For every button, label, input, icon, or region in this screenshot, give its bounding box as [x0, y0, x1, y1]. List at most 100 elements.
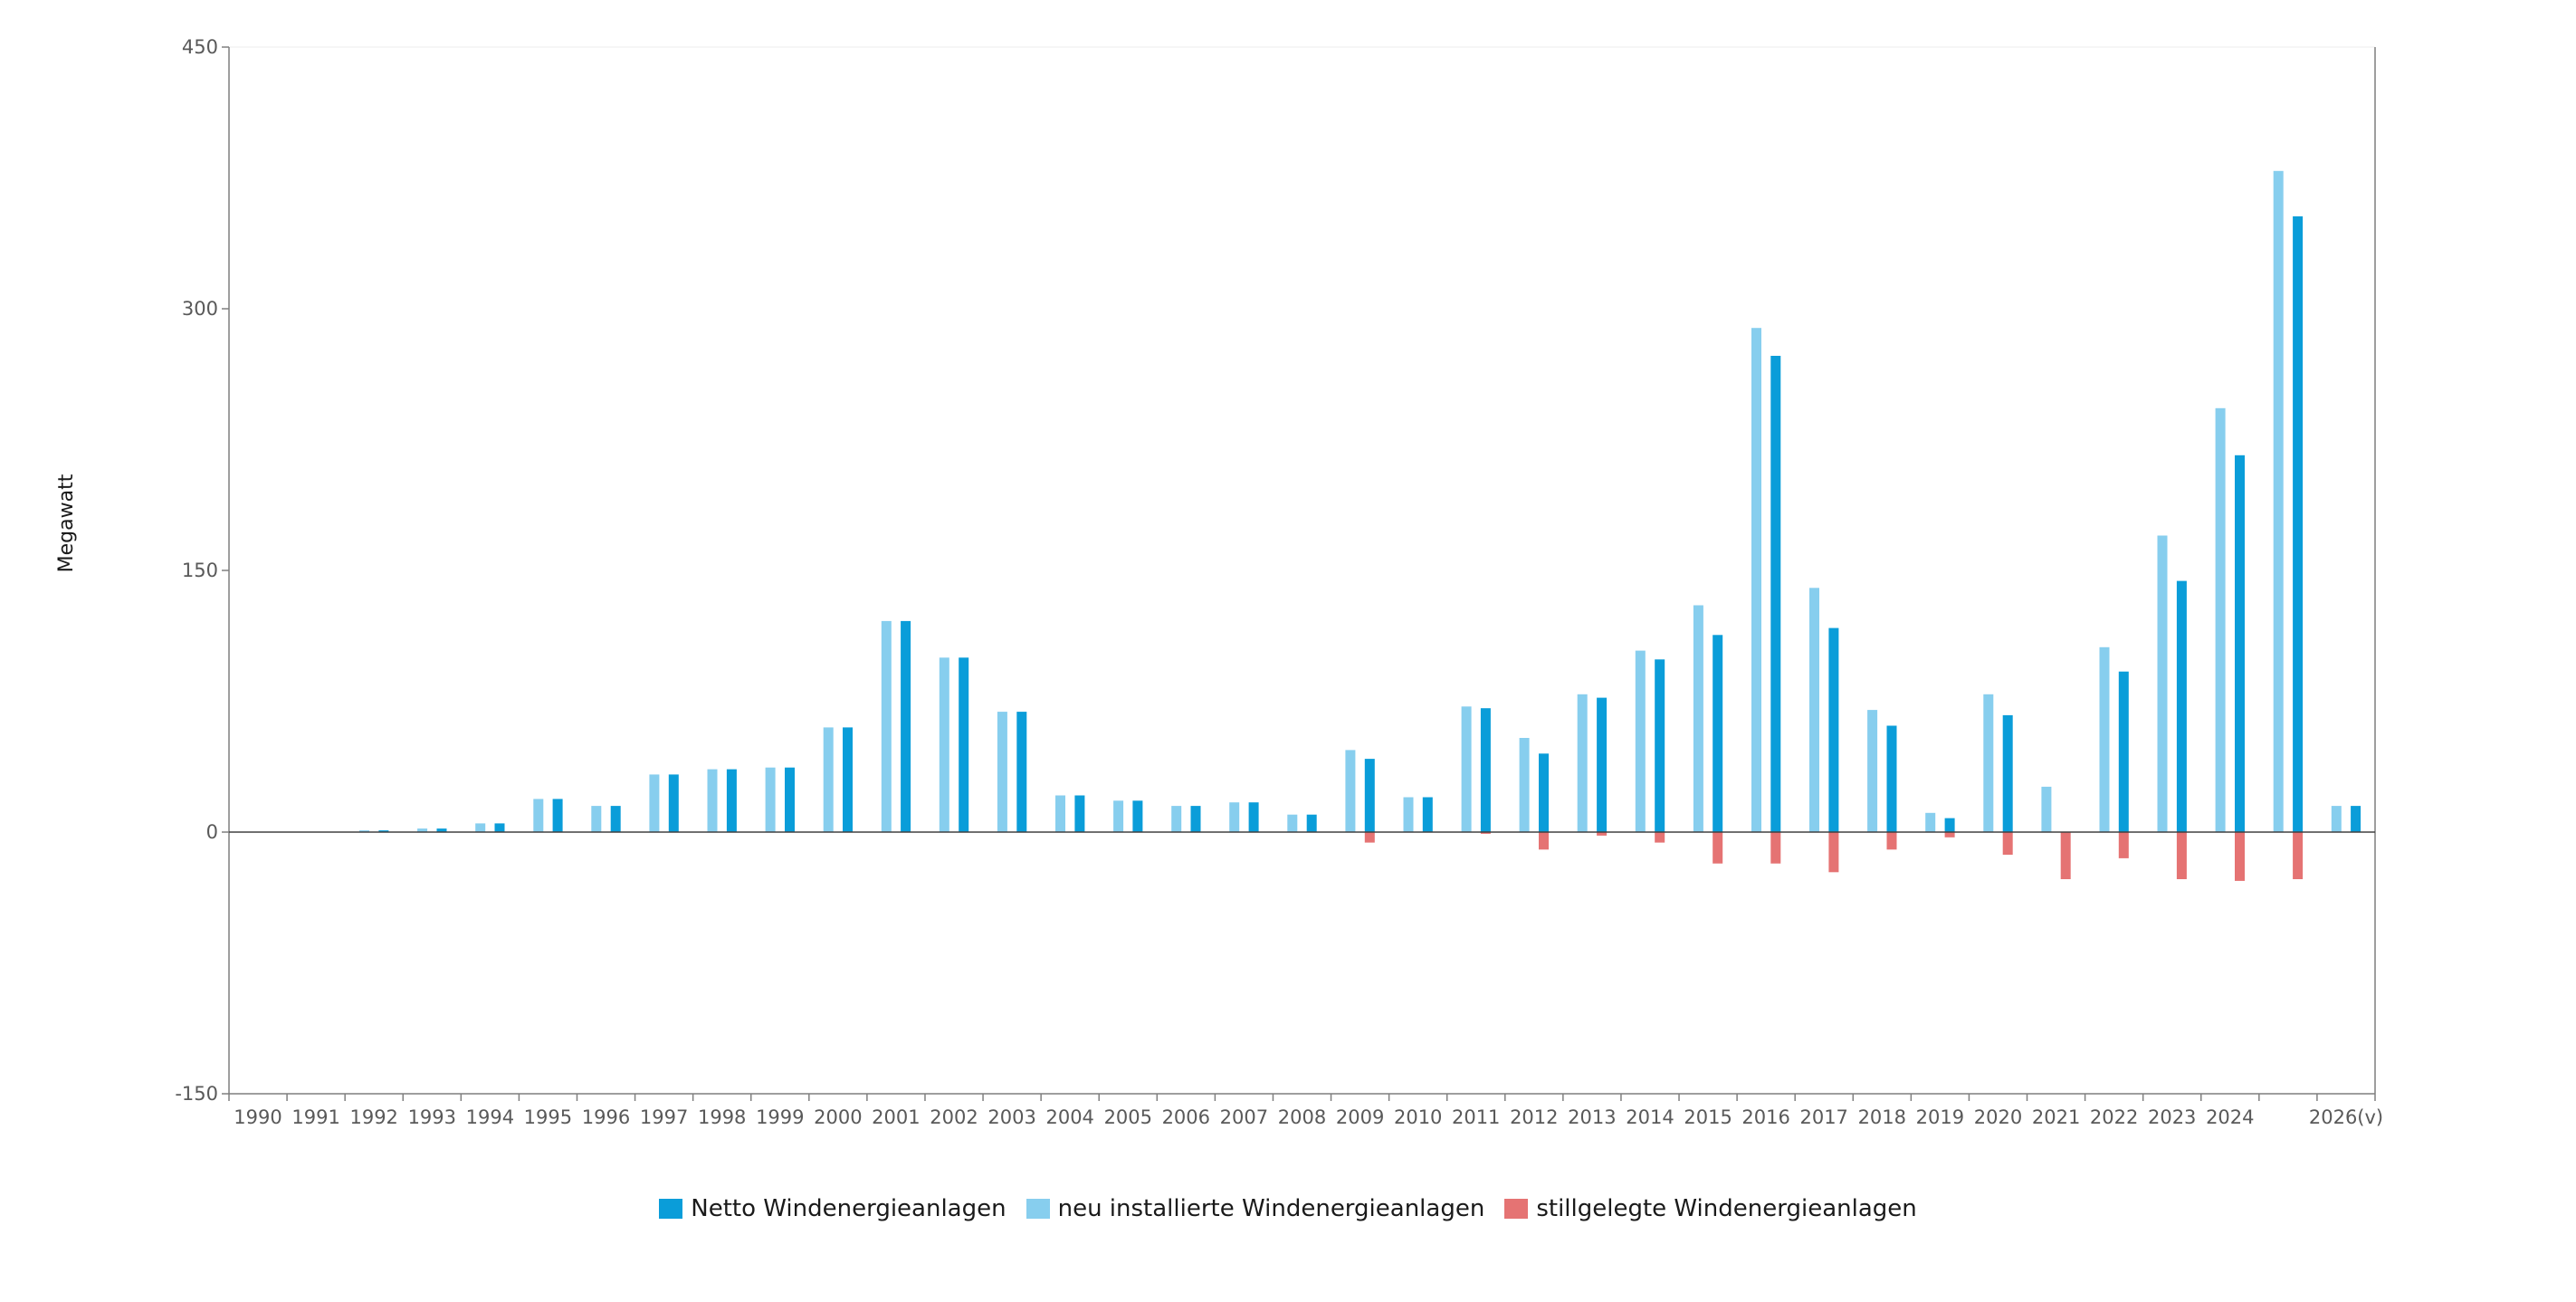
bar-neu-11[interactable] [881, 620, 892, 832]
bar-netto-27[interactable] [1828, 627, 1839, 832]
bar-stillgelegt-31[interactable] [2060, 832, 2071, 879]
bar-netto-9[interactable] [785, 767, 795, 832]
bar-neu-35[interactable] [2273, 170, 2284, 833]
bar-netto-36[interactable] [2351, 806, 2361, 832]
bar-netto-22[interactable] [1539, 753, 1549, 832]
bar-neu-23[interactable] [1577, 694, 1588, 832]
bar-neu-21[interactable] [1461, 706, 1472, 832]
x-tick-label: 1995 [524, 1106, 572, 1128]
bar-stillgelegt-30[interactable] [2002, 832, 2013, 855]
bar-neu-24[interactable] [1635, 650, 1646, 832]
bar-netto-17[interactable] [1248, 802, 1259, 832]
bar-netto-32[interactable] [2118, 671, 2129, 832]
bar-neu-32[interactable] [2099, 646, 2110, 832]
bar-netto-19[interactable] [1364, 759, 1375, 832]
legend-swatch-netto [659, 1199, 683, 1219]
bar-netto-33[interactable] [2176, 580, 2187, 832]
bar-netto-3[interactable] [436, 828, 447, 832]
legend-label-stillgelegt: stillgelegte Windenergieanlagen [1536, 1195, 1917, 1222]
bar-neu-9[interactable] [765, 767, 776, 832]
bar-stillgelegt-33[interactable] [2176, 832, 2187, 879]
bar-stillgelegt-27[interactable] [1828, 832, 1839, 873]
bar-netto-6[interactable] [610, 806, 621, 832]
bar-netto-24[interactable] [1655, 659, 1665, 832]
bar-netto-35[interactable] [2293, 215, 2304, 832]
bar-stillgelegt-23[interactable] [1597, 832, 1608, 836]
bar-stillgelegt-26[interactable] [1770, 832, 1781, 864]
bar-neu-15[interactable] [1113, 800, 1124, 832]
bar-neu-34[interactable] [2215, 407, 2226, 832]
bar-netto-26[interactable] [1770, 356, 1781, 832]
bar-netto-7[interactable] [668, 774, 679, 832]
bar-neu-28[interactable] [1867, 710, 1878, 832]
legend-item-stillgelegt[interactable]: stillgelegte Windenergieanlagen [1504, 1195, 1917, 1222]
bar-netto-15[interactable] [1132, 800, 1143, 832]
bar-neu-26[interactable] [1751, 328, 1761, 832]
bar-stillgelegt-29[interactable] [1944, 832, 1955, 838]
bar-netto-23[interactable] [1597, 697, 1608, 832]
bar-stillgelegt-24[interactable] [1655, 832, 1665, 843]
bar-neu-18[interactable] [1287, 814, 1298, 832]
bar-neu-29[interactable] [1925, 812, 1936, 832]
bar-netto-10[interactable] [843, 727, 853, 832]
bar-netto-30[interactable] [2002, 714, 2013, 832]
bar-neu-25[interactable] [1693, 605, 1703, 833]
bars [359, 170, 2361, 881]
x-tick-label: 2024 [2206, 1106, 2254, 1128]
bar-stillgelegt-25[interactable] [1713, 832, 1723, 864]
bar-netto-11[interactable] [901, 620, 911, 832]
bar-neu-16[interactable] [1171, 806, 1182, 832]
bar-neu-20[interactable] [1403, 797, 1414, 833]
bar-stillgelegt-35[interactable] [2293, 832, 2304, 879]
bar-stillgelegt-28[interactable] [1886, 832, 1897, 850]
bar-netto-16[interactable] [1190, 806, 1201, 832]
bar-netto-18[interactable] [1306, 814, 1317, 832]
bar-neu-36[interactable] [2331, 806, 2342, 832]
bar-netto-14[interactable] [1074, 795, 1085, 833]
bar-neu-10[interactable] [823, 727, 834, 832]
bar-netto-20[interactable] [1422, 797, 1433, 833]
bar-neu-30[interactable] [1983, 694, 1994, 832]
bar-neu-17[interactable] [1229, 802, 1240, 832]
bar-netto-13[interactable] [1016, 712, 1027, 832]
bar-netto-29[interactable] [1944, 818, 1955, 832]
x-tick-label: 2014 [1626, 1106, 1674, 1128]
bar-netto-5[interactable] [552, 799, 563, 832]
x-tick-label: 2005 [1104, 1106, 1152, 1128]
bar-stillgelegt-21[interactable] [1480, 832, 1491, 834]
legend-item-netto[interactable]: Netto Windenergieanlagen [659, 1195, 1007, 1222]
legend-item-neu[interactable]: neu installierte Windenergieanlagen [1026, 1195, 1484, 1222]
x-tick-label: 1997 [640, 1106, 688, 1128]
bar-netto-12[interactable] [959, 657, 969, 832]
bar-neu-5[interactable] [533, 799, 544, 832]
bar-netto-2[interactable] [378, 830, 389, 832]
bar-neu-3[interactable] [417, 828, 428, 832]
bar-neu-4[interactable] [475, 823, 486, 832]
bar-neu-6[interactable] [591, 806, 602, 832]
x-tick-label: 2009 [1336, 1106, 1384, 1128]
bar-neu-2[interactable] [359, 830, 369, 832]
bar-neu-33[interactable] [2157, 535, 2168, 833]
bar-neu-14[interactable] [1055, 795, 1065, 833]
bar-neu-8[interactable] [707, 769, 718, 832]
bar-netto-25[interactable] [1713, 635, 1723, 832]
bar-netto-4[interactable] [494, 823, 505, 832]
bar-stillgelegt-32[interactable] [2118, 832, 2129, 858]
x-tick-label: 1996 [582, 1106, 630, 1128]
bar-neu-19[interactable] [1345, 750, 1356, 832]
x-tick-label: 2022 [2090, 1106, 2138, 1128]
bar-netto-34[interactable] [2235, 455, 2245, 832]
bar-neu-27[interactable] [1809, 588, 1819, 832]
bar-neu-13[interactable] [997, 712, 1007, 832]
bar-neu-7[interactable] [649, 774, 660, 832]
bar-neu-12[interactable] [939, 657, 949, 832]
bar-stillgelegt-19[interactable] [1364, 832, 1375, 843]
bar-neu-22[interactable] [1519, 738, 1530, 832]
x-tick-label: 2013 [1568, 1106, 1616, 1128]
bar-stillgelegt-34[interactable] [2235, 832, 2245, 881]
bar-neu-31[interactable] [2041, 786, 2052, 832]
bar-stillgelegt-22[interactable] [1539, 832, 1549, 850]
bar-netto-8[interactable] [726, 769, 737, 832]
bar-netto-21[interactable] [1480, 708, 1491, 832]
bar-netto-28[interactable] [1886, 725, 1897, 833]
